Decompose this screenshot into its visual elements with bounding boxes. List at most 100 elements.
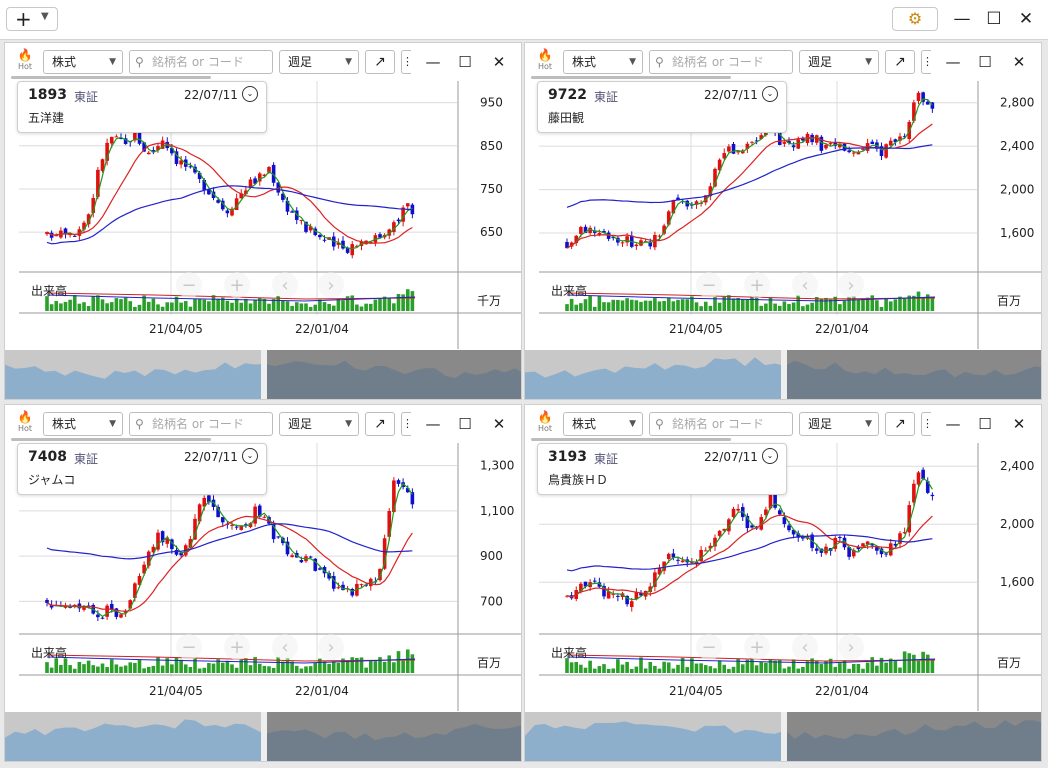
candle-body [838,143,842,148]
candle-body [602,231,606,233]
candle-body [313,558,318,571]
toolbar-scroll-indicator[interactable] [531,76,731,79]
chevron-down-icon[interactable]: ⌄ [762,448,778,464]
volume-bar [276,296,281,311]
window-close-button[interactable]: ✕ [1018,9,1034,29]
zoom-in-button[interactable]: + [224,634,250,660]
candle-body [137,575,142,585]
search-input[interactable]: ⚲ 銘柄名 or コード [129,50,273,74]
period-select[interactable]: 週足 ▼ [799,50,879,74]
hot-button[interactable]: 🔥 Hot [13,411,37,437]
panel-maximize-button[interactable]: ☐ [458,415,472,433]
y-tick-label: 950 [480,96,503,110]
x-tick-label: 21/04/05 [149,322,203,336]
volume-bar [810,302,814,311]
panel-close-button[interactable]: ✕ [492,53,506,71]
volume-bar [211,295,216,311]
candle-body [736,508,740,511]
expand-button[interactable]: ↗ [885,412,915,436]
expand-button[interactable]: ↗ [885,50,915,74]
ma-mid-line [566,514,933,598]
chevron-down-icon: ▼ [41,11,49,22]
zoom-in-button[interactable]: + [224,272,250,298]
expand-button[interactable]: ↗ [365,412,395,436]
toolbar-scroll-indicator[interactable] [531,438,731,441]
type-select[interactable]: 株式 ▼ [563,50,643,74]
stock-info-card: 7408 東証 22/07/11 ⌄ ジャムコ [17,443,267,495]
window-minimize-button[interactable]: — [953,9,971,29]
zoom-in-button[interactable]: + [744,272,770,298]
navigator-strip[interactable] [525,350,1042,400]
expand-button[interactable]: ↗ [365,50,395,74]
navigator-strip[interactable] [5,712,522,762]
toolbar-scroll-indicator[interactable] [11,438,211,441]
zoom-out-button[interactable]: − [176,634,202,660]
period-select[interactable]: 週足 ▼ [279,50,359,74]
candle-body [579,583,583,592]
settings-button[interactable]: ⚙ [892,7,938,31]
volume-bar [327,663,331,673]
panel-maximize-button[interactable]: ☐ [978,53,992,71]
period-select[interactable]: 週足 ▼ [279,412,359,436]
candle-body [657,235,662,237]
type-select[interactable]: 株式 ▼ [43,50,123,74]
panel-minimize-button[interactable]: — [425,53,441,71]
panel-close-button[interactable]: ✕ [1012,415,1026,433]
panel-minimize-button[interactable]: — [945,415,961,433]
type-select[interactable]: 株式 ▼ [563,412,643,436]
volume-bar [174,296,179,311]
more-menu-button[interactable]: ⋮ [401,50,413,74]
more-menu-button[interactable]: ⋮ [401,412,413,436]
prev-button[interactable]: ‹ [272,272,298,298]
panel-minimize-button[interactable]: — [945,53,961,71]
volume-bar [754,296,759,311]
more-menu-button[interactable]: ⋮ [921,50,933,74]
type-select[interactable]: 株式 ▼ [43,412,123,436]
y-tick-label: 2,400 [1000,139,1034,153]
navigator-strip[interactable] [5,350,522,400]
hot-button[interactable]: 🔥 Hot [533,49,557,75]
panel-maximize-button[interactable]: ☐ [458,53,472,71]
hot-button[interactable]: 🔥 Hot [533,411,557,437]
panel-close-button[interactable]: ✕ [1012,53,1026,71]
chevron-down-icon[interactable]: ⌄ [762,86,778,102]
zoom-out-button[interactable]: − [176,272,202,298]
candle-body [616,595,620,597]
chevron-down-icon[interactable]: ⌄ [242,86,258,102]
add-panel-button[interactable]: + ▼ [6,7,58,31]
volume-bar [151,665,156,673]
panel-close-button[interactable]: ✕ [492,415,506,433]
hot-button[interactable]: 🔥 Hot [13,49,37,75]
search-input[interactable]: ⚲ 銘柄名 or コード [649,50,793,74]
zoom-in-button[interactable]: + [744,634,770,660]
navigator-strip[interactable] [525,712,1042,762]
window-maximize-button[interactable]: ☐ [986,9,1002,29]
search-input[interactable]: ⚲ 銘柄名 or コード [129,412,273,436]
panel-maximize-button[interactable]: ☐ [978,415,992,433]
panel-minimize-button[interactable]: — [425,415,441,433]
toolbar-scroll-indicator[interactable] [11,76,211,79]
zoom-out-button[interactable]: − [696,634,722,660]
next-button[interactable]: › [318,634,344,660]
candle-body [114,136,119,138]
volume-bar [225,660,230,673]
prev-button[interactable]: ‹ [792,634,818,660]
next-button[interactable]: › [838,272,864,298]
navigator-window [787,712,1041,761]
prev-button[interactable]: ‹ [272,634,298,660]
prev-button[interactable]: ‹ [792,272,818,298]
chevron-down-icon[interactable]: ⌄ [242,448,258,464]
chevron-down-icon: ▼ [629,419,636,429]
candle-body [174,151,179,164]
next-button[interactable]: › [318,272,344,298]
volume-bar [211,663,216,673]
more-menu-button[interactable]: ⋮ [921,412,933,436]
next-button[interactable]: › [838,634,864,660]
search-input[interactable]: ⚲ 銘柄名 or コード [649,412,793,436]
zoom-out-button[interactable]: − [696,272,722,298]
period-select[interactable]: 週足 ▼ [799,412,879,436]
